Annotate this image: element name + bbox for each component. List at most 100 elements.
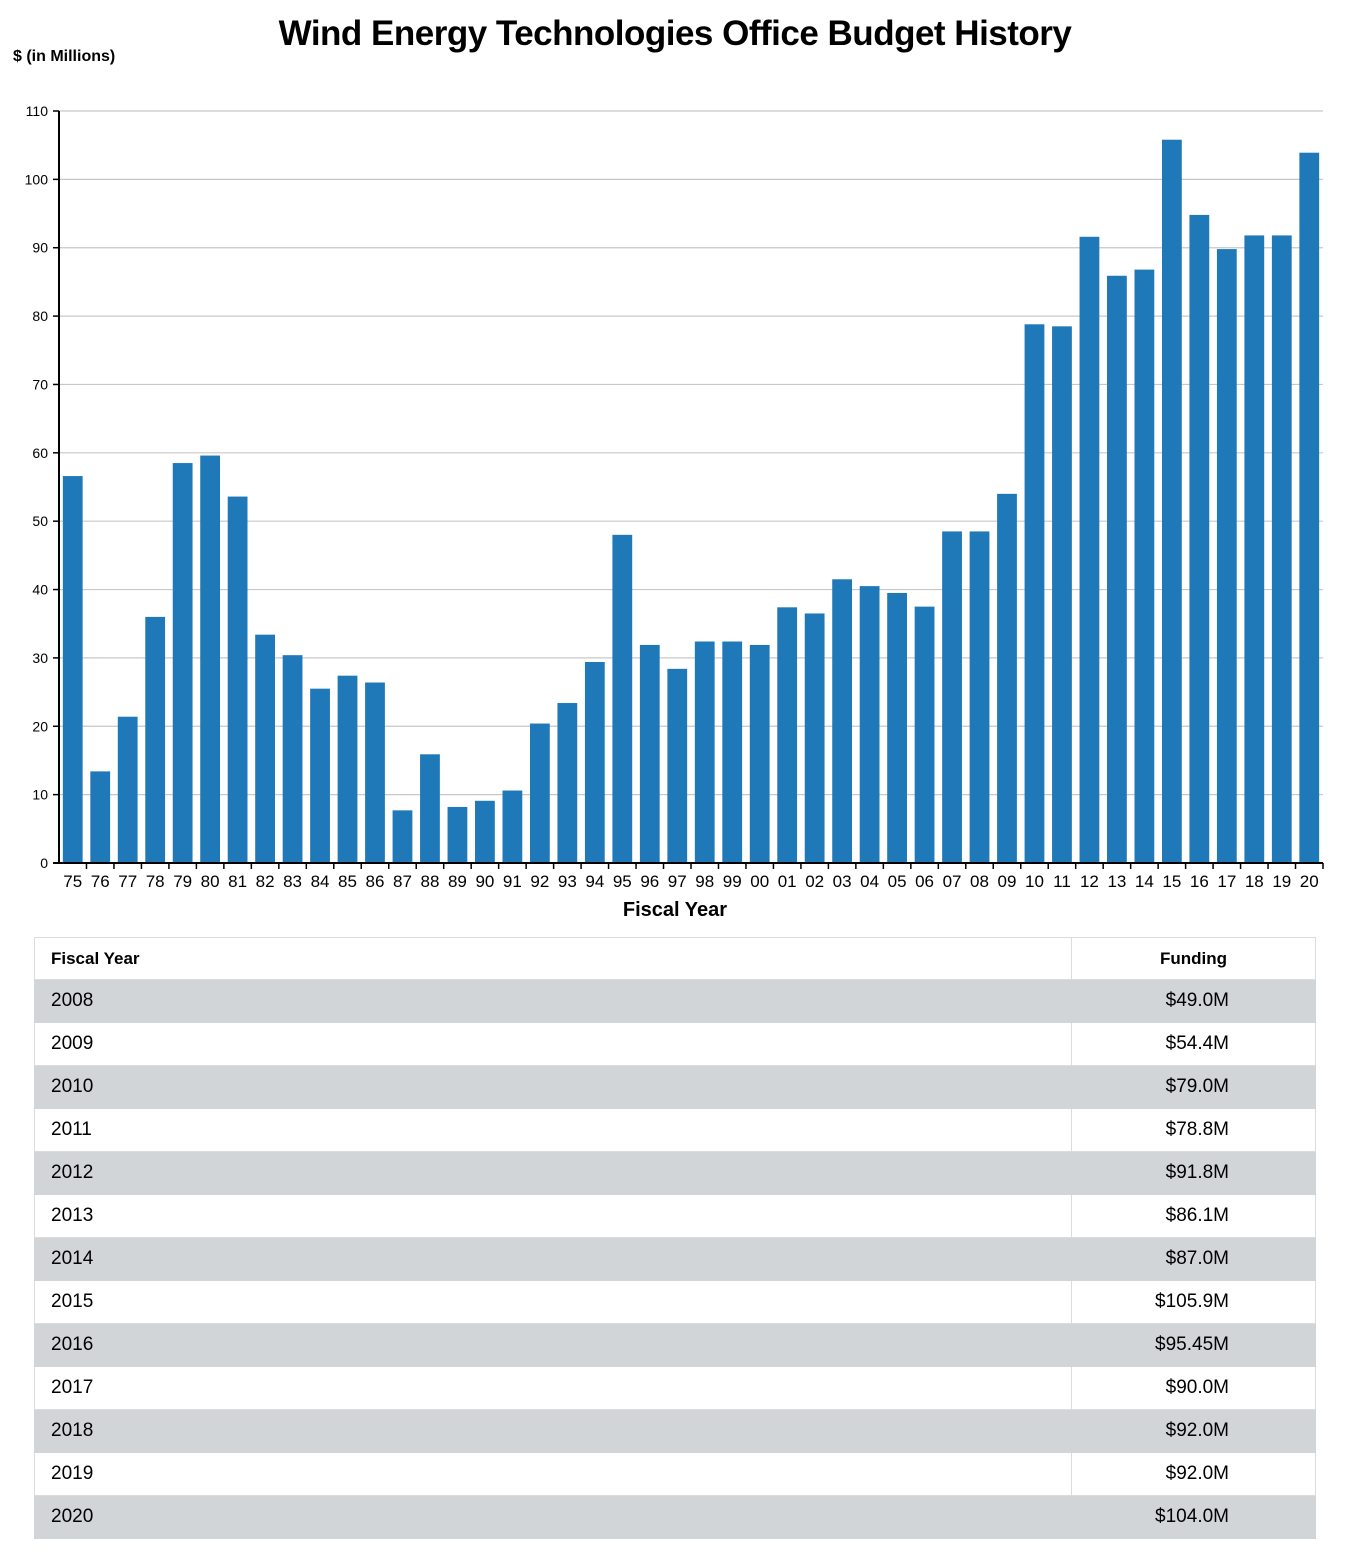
bar [475, 800, 495, 863]
bar [392, 810, 413, 863]
bar [62, 476, 83, 863]
table-row: 2019 $92.0M [34, 1452, 1316, 1496]
bar [1107, 275, 1127, 863]
x-tick-label: 93 [558, 872, 577, 891]
bar [694, 641, 715, 863]
x-tick-label: 12 [1080, 872, 1099, 891]
x-tick-label: 84 [311, 872, 330, 891]
x-tick-label: 79 [173, 872, 192, 891]
y-tick-label: 60 [32, 445, 48, 461]
x-tick-label: 14 [1135, 872, 1154, 891]
y-tick-label: 0 [40, 855, 48, 871]
cell-fiscal-year: 2016 [34, 1323, 1072, 1367]
x-tick-label: 13 [1107, 872, 1126, 891]
cell-fiscal-year: 2019 [34, 1452, 1072, 1496]
cell-funding: $79.0M [1071, 1065, 1316, 1109]
y-tick-label: 40 [32, 582, 48, 598]
bar [1299, 152, 1320, 864]
bar [255, 634, 275, 863]
bar [777, 607, 798, 863]
x-tick-label: 16 [1190, 872, 1209, 891]
bar [1079, 236, 1100, 864]
cell-funding: $49.0M [1071, 979, 1316, 1023]
y-tick-label: 100 [25, 171, 49, 187]
x-tick-label: 76 [91, 872, 110, 891]
x-tick-label: 75 [63, 872, 82, 891]
cell-funding: $87.0M [1071, 1237, 1316, 1281]
x-tick-label: 20 [1300, 872, 1319, 891]
bar [310, 688, 330, 863]
table-row: 2011 $78.8M [34, 1108, 1316, 1152]
bar [1189, 214, 1210, 863]
x-tick-label: 98 [695, 872, 714, 891]
cell-fiscal-year: 2014 [34, 1237, 1072, 1281]
table-row: 2009 $54.4M [34, 1022, 1316, 1066]
y-tick-label: 80 [32, 308, 48, 324]
x-tick-label: 95 [613, 872, 632, 891]
cell-fiscal-year: 2010 [34, 1065, 1072, 1109]
cell-funding: $90.0M [1071, 1366, 1316, 1410]
bar [1161, 139, 1182, 864]
y-tick-label: 90 [32, 240, 48, 256]
x-tick-label: 03 [833, 872, 852, 891]
bar [969, 531, 990, 863]
bar [117, 716, 138, 863]
bar [420, 754, 440, 863]
x-tick-label: 78 [146, 872, 165, 891]
x-tick-label: 85 [338, 872, 357, 891]
x-tick-label: 91 [503, 872, 522, 891]
x-tick-label: 02 [805, 872, 824, 891]
bar [1024, 324, 1045, 863]
y-tick-label: 30 [32, 650, 48, 666]
cell-fiscal-year: 2011 [34, 1108, 1072, 1152]
cell-fiscal-year: 2013 [34, 1194, 1072, 1238]
cell-fiscal-year: 2009 [34, 1022, 1072, 1066]
y-axis-label: $ (in Millions) [13, 48, 116, 65]
bar [887, 592, 907, 863]
bar [1216, 249, 1237, 863]
x-tick-label: 11 [1053, 872, 1071, 891]
x-tick-label: 86 [366, 872, 385, 891]
x-tick-label: 90 [475, 872, 494, 891]
bar [529, 723, 550, 863]
x-tick-label: 88 [420, 872, 439, 891]
cell-funding: $78.8M [1071, 1108, 1316, 1152]
x-tick-label: 82 [256, 872, 275, 891]
table-body: 2008 $49.0M 2009 $54.4M 2010 $79.0M 2011 $78.8M… [34, 979, 1316, 1539]
x-tick-label: 89 [448, 872, 467, 891]
x-tick-label: 80 [201, 872, 220, 891]
x-tick-label: 01 [778, 872, 797, 891]
cell-fiscal-year: 2018 [34, 1409, 1072, 1453]
x-tick-label: 08 [970, 872, 989, 891]
x-tick-label: 17 [1217, 872, 1236, 891]
table-row: 2013 $86.1M [34, 1194, 1316, 1238]
cell-funding: $95.45M [1071, 1323, 1316, 1367]
cell-funding: $105.9M [1071, 1280, 1316, 1324]
x-tick-label: 94 [585, 872, 604, 891]
y-tick-label: 10 [32, 787, 48, 803]
bar [282, 655, 303, 863]
bar [832, 579, 853, 863]
bar [227, 496, 248, 863]
x-axis-label: Fiscal Year [622, 899, 728, 921]
bar [667, 668, 688, 863]
bars [62, 139, 1320, 864]
bar [502, 790, 523, 863]
table-row: 2008 $49.0M [34, 979, 1316, 1023]
cell-fiscal-year: 2012 [34, 1151, 1072, 1195]
cell-funding: $92.0M [1071, 1452, 1316, 1496]
x-tick-label: 15 [1162, 872, 1181, 891]
cell-funding: $92.0M [1071, 1409, 1316, 1453]
x-tick-label: 92 [530, 872, 549, 891]
x-tick-label: 09 [998, 872, 1017, 891]
bar [337, 675, 358, 863]
x-tick-label: 04 [860, 872, 879, 891]
bar [1052, 326, 1072, 863]
cell-fiscal-year: 2020 [34, 1495, 1072, 1539]
bar [1244, 235, 1265, 863]
x-tick-label: 19 [1272, 872, 1291, 891]
header-fiscal-year: Fiscal Year [34, 937, 1072, 980]
bar [749, 644, 770, 863]
